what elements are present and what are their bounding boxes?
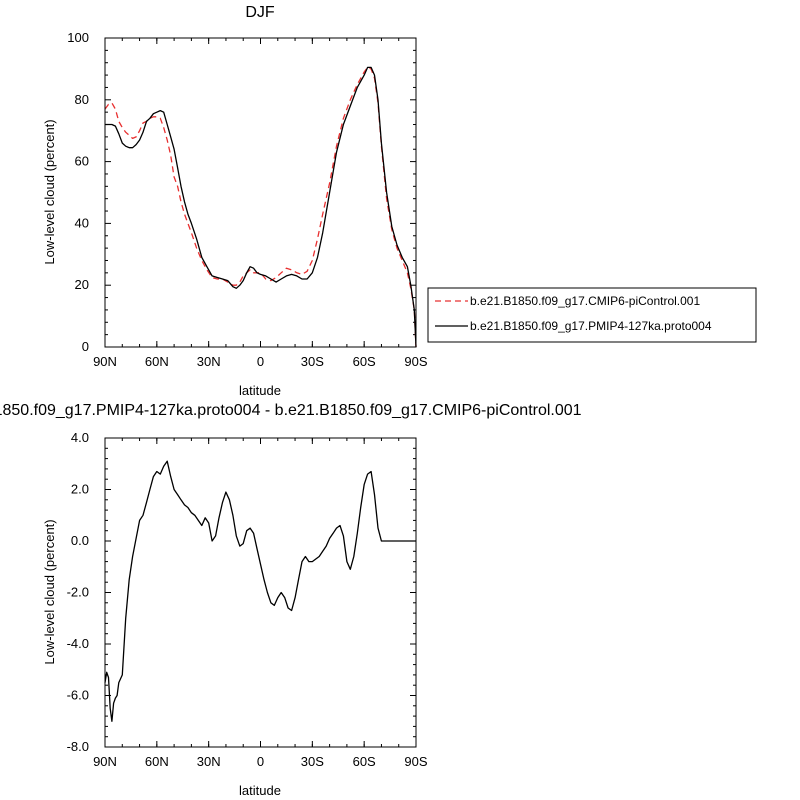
bottom-panel: b.e21.B1850.f09_g17.PMIP4-127ka.proto004… <box>0 402 582 798</box>
top-x-axis-label: latitude <box>239 383 281 398</box>
top-y-tick-label: 0 <box>82 339 89 354</box>
legend-label-piControl: b.e21.B1850.f09_g17.CMIP6-piControl.001 <box>470 294 700 308</box>
legend-label-127ka: b.e21.B1850.f09_g17.PMIP4-127ka.proto004 <box>470 319 712 333</box>
top-x-tick-label: 30N <box>197 354 221 369</box>
bottom-x-tick-label: 0 <box>257 754 264 769</box>
top-x-tick-label: 90S <box>404 354 427 369</box>
legend-box <box>427 287 757 343</box>
top-y-tick-label: 100 <box>67 30 89 45</box>
top-x-tick-label: 60S <box>353 354 376 369</box>
bottom-series-line-0 <box>104 460 416 722</box>
bottom-x-tick-label: 90N <box>93 754 117 769</box>
top-y-axis-label: Low-level cloud (percent) <box>42 119 57 264</box>
top-y-tick-label: 80 <box>75 92 89 107</box>
top-panel: DJF Low-level cloud (percent) latitude 9… <box>42 4 428 398</box>
bottom-x-axis-label: latitude <box>239 783 281 798</box>
top-axis-ticks: 90N 60N 30N 0 30S 60S 90S 0 20 40 60 80 100 <box>67 30 428 369</box>
bottom-x-tick-label: 60S <box>353 754 376 769</box>
bottom-x-tick-label: 30N <box>197 754 221 769</box>
top-x-tick-label: 90N <box>93 354 117 369</box>
top-series-line-1 <box>105 66 417 348</box>
bottom-y-tick-label: 4.0 <box>71 430 89 445</box>
top-plot-frame <box>104 37 417 348</box>
bottom-y-tick-label: -8.0 <box>67 739 89 754</box>
bottom-x-tick-label: 60N <box>145 754 169 769</box>
bottom-axis-ticks: 90N 60N 30N 0 30S 60S 90S -8.0 -6.0 -4.0 -2.0 0.0 2.… <box>67 430 428 769</box>
bottom-y-tick-label: -4.0 <box>67 636 89 651</box>
top-series-line-0 <box>104 66 417 348</box>
top-x-tick-label: 0 <box>257 354 264 369</box>
bottom-x-tick-label: 30S <box>301 754 324 769</box>
top-chart-title: DJF <box>245 4 275 21</box>
top-x-tick-label: 30S <box>301 354 324 369</box>
top-y-tick-label: 20 <box>75 277 89 292</box>
top-y-tick-label: 40 <box>75 215 89 230</box>
bottom-plot-frame <box>104 437 417 748</box>
bottom-x-tick-label: 90S <box>404 754 427 769</box>
bottom-series-lines <box>104 460 416 722</box>
bottom-y-tick-label: 0.0 <box>71 533 89 548</box>
bottom-chart-title: b.e21.B1850.f09_g17.PMIP4-127ka.proto004… <box>0 402 582 419</box>
top-x-tick-label: 60N <box>145 354 169 369</box>
bottom-y-axis-label: Low-level cloud (percent) <box>42 519 57 664</box>
bottom-y-tick-label: -2.0 <box>67 585 89 600</box>
bottom-y-tick-label: -6.0 <box>67 688 89 703</box>
top-y-tick-label: 60 <box>75 154 89 169</box>
bottom-y-tick-label: 2.0 <box>71 482 89 497</box>
legend: b.e21.B1850.f09_g17.CMIP6-piControl.001 … <box>427 287 757 343</box>
top-series-lines <box>104 66 417 348</box>
